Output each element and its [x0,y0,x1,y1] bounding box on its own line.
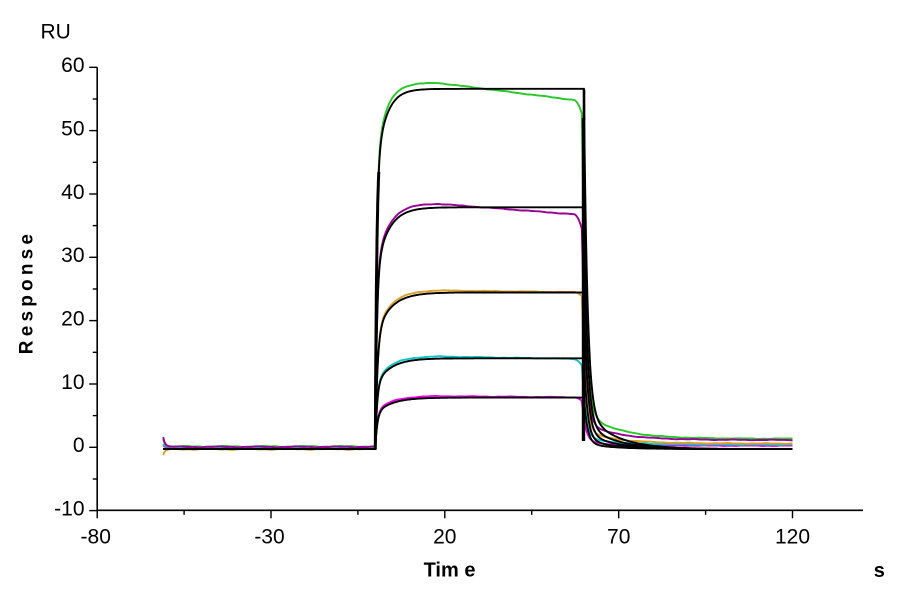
svg-text:40: 40 [61,181,84,204]
svg-text:20: 20 [433,525,456,548]
svg-text:Tim e: Tim e [424,560,476,582]
svg-text:Response: Response [17,230,38,354]
svg-text:-80: -80 [81,525,111,548]
svg-text:0: 0 [73,434,85,457]
svg-text:120: 120 [775,525,810,548]
svg-text:10: 10 [61,371,84,394]
svg-text:30: 30 [61,244,84,267]
svg-text:20: 20 [61,307,84,330]
svg-text:50: 50 [61,117,84,140]
svg-text:RU: RU [41,21,71,44]
svg-text:60: 60 [61,54,84,77]
svg-text:-10: -10 [54,497,84,520]
svg-text:s: s [874,560,885,582]
svg-text:-30: -30 [254,525,284,548]
svg-text:70: 70 [607,525,630,548]
